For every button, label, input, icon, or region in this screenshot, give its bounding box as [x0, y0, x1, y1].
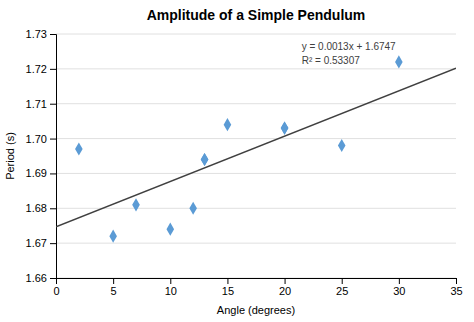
- x-axis-tick-label: 0: [53, 285, 59, 297]
- y-axis-tick: 1.68: [26, 202, 56, 214]
- point: [201, 153, 209, 166]
- point: [75, 142, 83, 155]
- y-axis-tick-mark: [50, 173, 56, 174]
- y-axis-tick: 1.73: [26, 28, 56, 40]
- grid-line: [56, 103, 456, 104]
- x-axis-tick: 10: [165, 278, 177, 297]
- y-axis-tick: 1.70: [26, 133, 56, 145]
- y-axis-tick-mark: [50, 139, 56, 140]
- chart: 051015202530351.661.671.681.691.701.711.…: [0, 0, 474, 322]
- y-axis-tick-label: 1.68: [26, 202, 47, 214]
- x-axis-tick-mark: [399, 278, 400, 284]
- y-axis-tick-label: 1.66: [26, 272, 47, 284]
- point: [281, 122, 289, 135]
- point: [281, 122, 289, 135]
- title: Amplitude of a Simple Pendulum: [147, 7, 366, 23]
- y-axis-tick-label: 1.71: [26, 98, 47, 110]
- x-axis-line: [57, 279, 457, 285]
- y-axis-tick: 1.71: [26, 98, 56, 110]
- grid-line: [56, 243, 456, 244]
- y-axis-title: Period (s): [4, 132, 16, 180]
- point: [201, 153, 209, 166]
- x-axis-tick-label: 10: [165, 285, 177, 297]
- grid-line: [56, 138, 456, 139]
- x-axis-tick: 20: [279, 278, 291, 297]
- marks: [56, 55, 456, 242]
- y-axis-tick-mark: [50, 104, 56, 105]
- x-axis-tick-label: 20: [279, 285, 291, 297]
- point: [338, 139, 346, 152]
- y-axis-tick-label: 1.73: [26, 28, 47, 40]
- x-axis-tick: 35: [450, 278, 462, 297]
- y-axis-tick-mark: [50, 69, 56, 70]
- x-axis-tick-label: 30: [393, 285, 405, 297]
- y-axis-tick-mark: [50, 34, 56, 35]
- point: [395, 55, 403, 68]
- annotation: y = 0.0013x + 1.6747 R² = 0.53307: [302, 41, 396, 66]
- y-axis-tick-mark: [50, 243, 56, 244]
- background: [0, 0, 474, 322]
- point: [109, 230, 117, 243]
- y-axis-tick-mark: [50, 278, 56, 279]
- grid-line: [56, 173, 456, 174]
- grid-line: [56, 208, 456, 209]
- y-axis: 1.66 1.67 1.68 1.69 1.70 1.71 1.72 1.73: [26, 28, 57, 284]
- point: [132, 198, 140, 211]
- y-axis-tick-mark: [50, 208, 56, 209]
- x-axis-tick-label: 35: [450, 285, 462, 297]
- annotation-line: R² = 0.53307: [302, 55, 361, 66]
- x-axis-tick-mark: [342, 278, 343, 284]
- x-axis: 0 5 10 15 20 25 30 35: [53, 278, 462, 297]
- x-axis-tick: 30: [393, 278, 405, 297]
- x-axis-tick: 5: [111, 278, 117, 297]
- x-axis-tick: 15: [222, 278, 234, 297]
- point: [224, 118, 232, 131]
- x-axis-tick: 25: [336, 278, 348, 297]
- y-axis-line: [50, 35, 57, 279]
- x-axis-tick-mark: [113, 278, 114, 284]
- y-axis-tick: 1.67: [26, 237, 56, 249]
- grid-line: [56, 68, 456, 69]
- y-axis-tick-label: 1.70: [26, 133, 47, 145]
- x-axis-tick-mark: [285, 278, 286, 284]
- plot: 051015202530351.661.671.681.691.701.711.…: [26, 28, 463, 297]
- y-axis-tick: 1.69: [26, 167, 56, 179]
- point: [189, 202, 197, 215]
- point: [166, 223, 174, 236]
- annotation-line: y = 0.0013x + 1.6747: [302, 41, 396, 52]
- x-axis-tick-label: 25: [336, 285, 348, 297]
- y-axis-tick-label: 1.69: [26, 167, 47, 179]
- y-axis-tick: 1.72: [26, 63, 56, 75]
- x-axis-tick: 0: [53, 278, 59, 297]
- x-axis-tick-mark: [227, 278, 228, 284]
- y-axis-tick: 1.66: [26, 272, 56, 284]
- trend-line: [56, 68, 456, 227]
- x-axis-title: Angle (degrees): [217, 304, 295, 316]
- x-axis-tick-mark: [170, 278, 171, 284]
- grid: [56, 34, 456, 278]
- x-axis-tick-label: 5: [111, 285, 117, 297]
- x-axis-tick-mark: [456, 278, 457, 284]
- y-axis-tick-label: 1.67: [26, 237, 47, 249]
- y-axis-tick-label: 1.72: [26, 63, 47, 75]
- grid-line: [56, 34, 456, 35]
- x-axis-tick-label: 15: [222, 285, 234, 297]
